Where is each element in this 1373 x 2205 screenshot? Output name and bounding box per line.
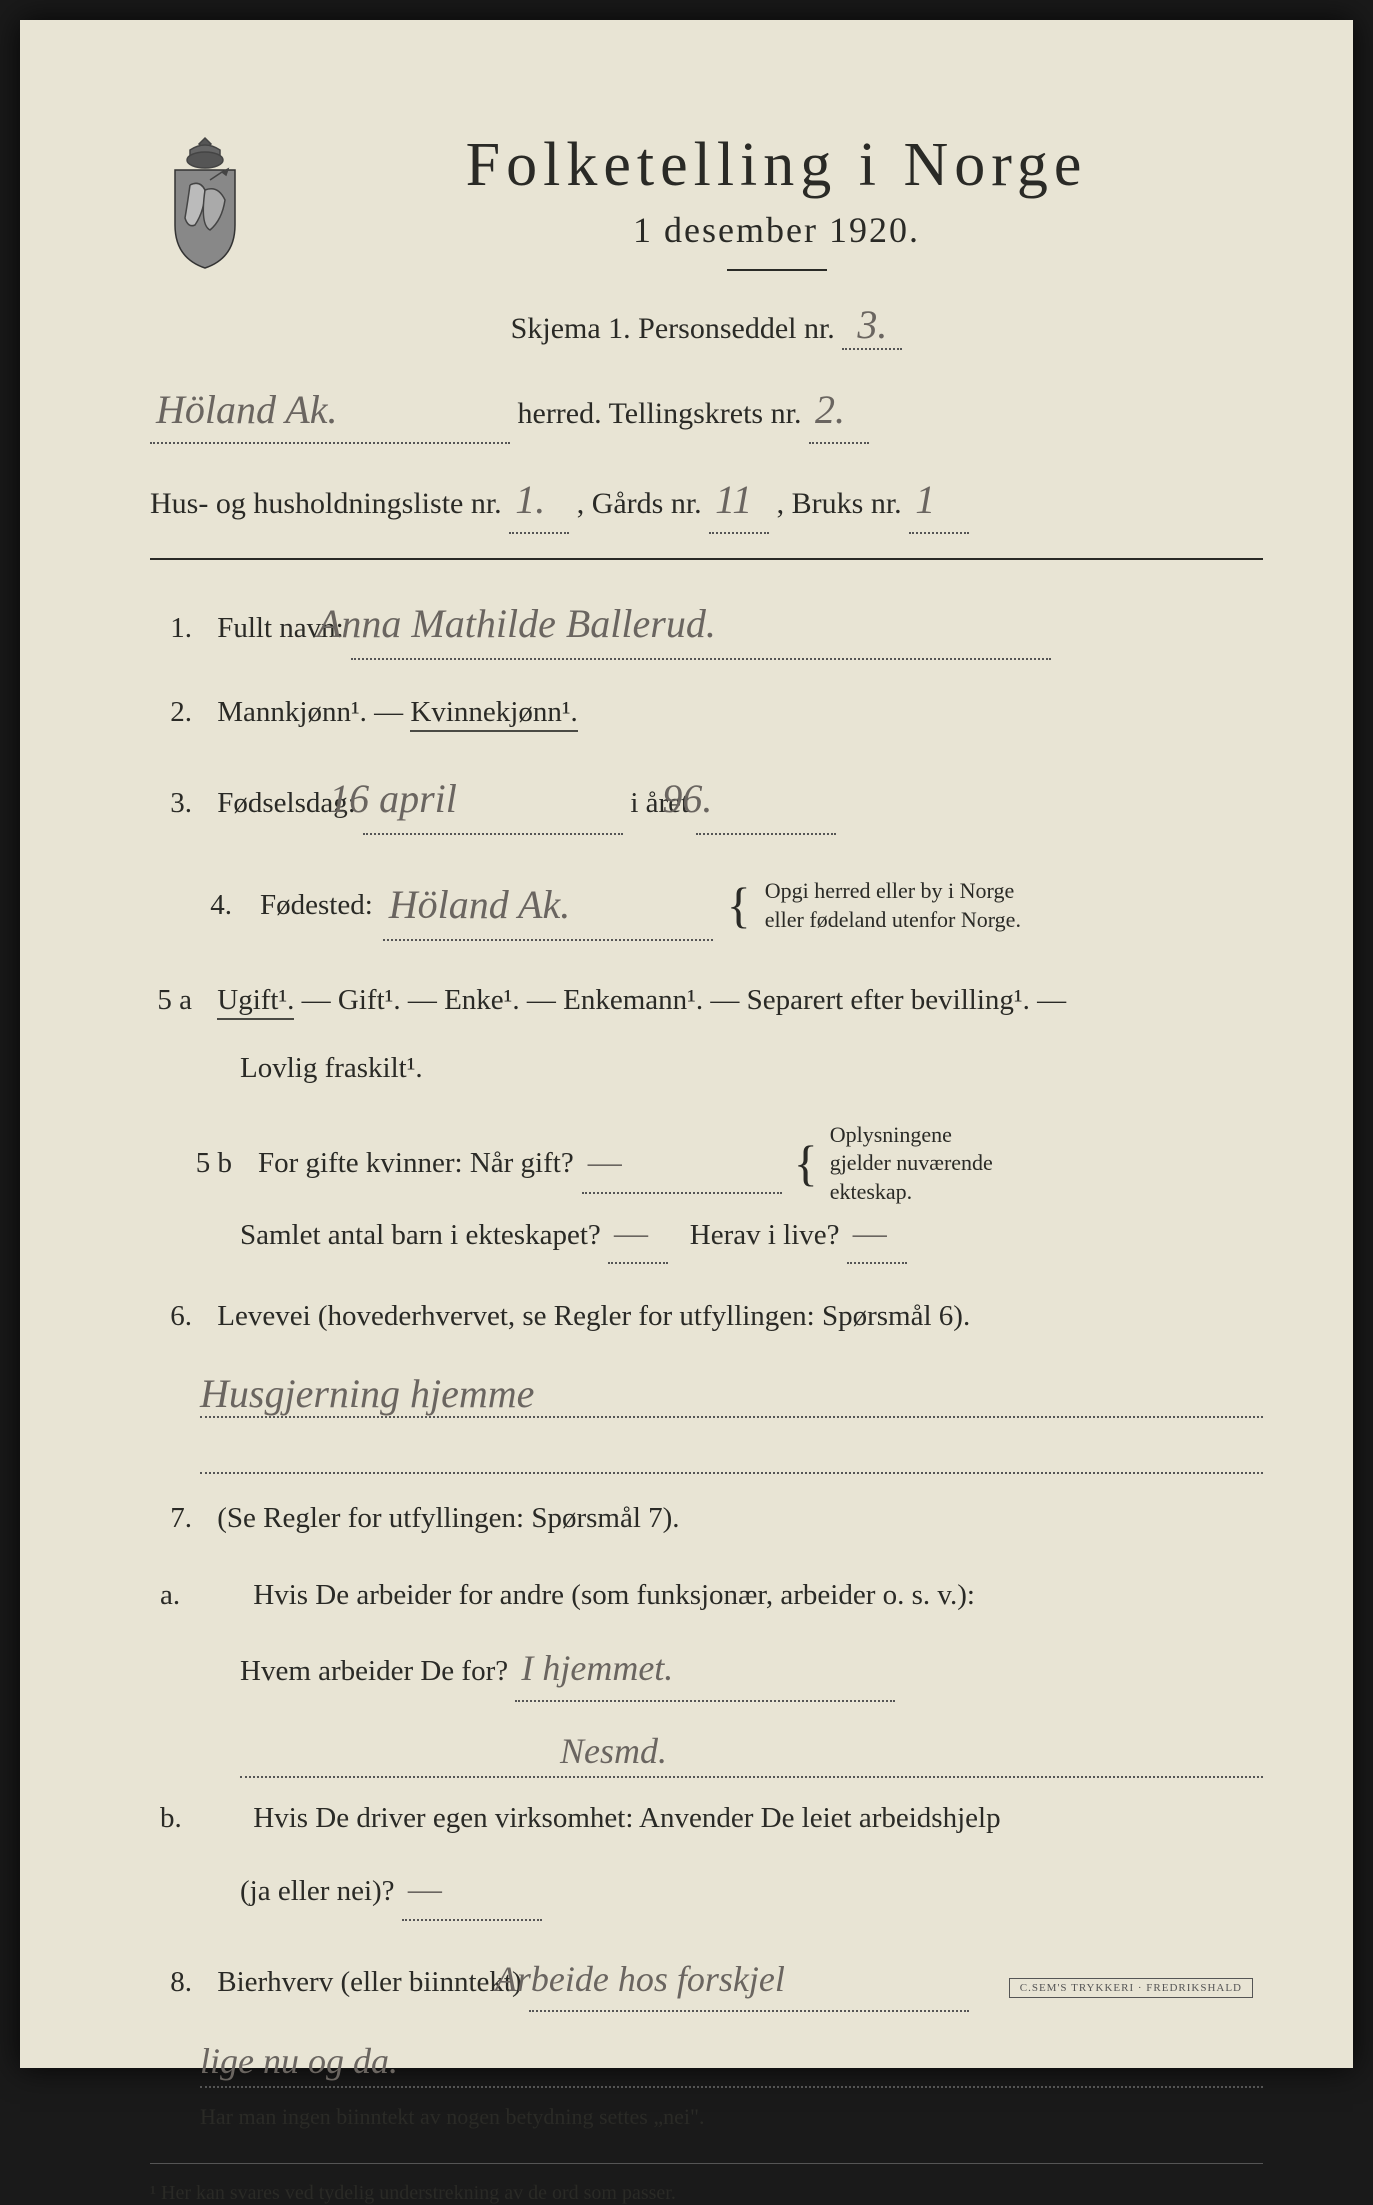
- q3-num: 3.: [150, 779, 192, 828]
- q5b-v2: —: [614, 1215, 648, 1252]
- q4-num: 4.: [190, 881, 232, 930]
- q7a-v1: I hjemmet.: [521, 1648, 673, 1688]
- q1: 1. Fullt navn: Anna Mathilde Ballerud.: [150, 590, 1263, 660]
- q5a-selected: Ugift¹.: [217, 984, 294, 1020]
- census-form-page: Folketelling i Norge 1 desember 1920. Sk…: [20, 20, 1353, 2068]
- q3: 3. Fødselsdag: 16 april i året 96.: [150, 765, 1263, 835]
- q4-note: Opgi herred eller by i Norge eller fødel…: [765, 877, 1021, 934]
- q7b-letter: b.: [200, 1794, 232, 1843]
- gard-nr: 11: [715, 477, 752, 522]
- q8-note-text: Har man ingen biinntekt av nogen betydni…: [200, 2104, 704, 2129]
- q7b: b. Hvis De driver egen virksomhet: Anven…: [150, 1794, 1263, 1843]
- personseddel-nr: 3.: [857, 302, 887, 347]
- q3-day: 16 april: [329, 776, 457, 821]
- q5b-note3: ekteskap.: [830, 1179, 912, 1204]
- q7a-v2: Nesmd.: [560, 1731, 667, 1771]
- q5b-note: Oplysningene gjelder nuværende ekteskap.: [830, 1121, 993, 1207]
- q6-blank-line: [200, 1426, 1263, 1474]
- q2-num: 2.: [150, 688, 192, 737]
- hus-label2: , Gårds nr.: [577, 487, 702, 520]
- q6-value-line: Husgjerning hjemme: [200, 1370, 1263, 1418]
- krets-nr: 2.: [815, 387, 845, 432]
- q5a-cont-text: Lovlig fraskilt¹.: [240, 1052, 423, 1084]
- q8-label: Bierhverv (eller biinntekt): [217, 1966, 521, 1998]
- q4-note2: eller fødeland utenfor Norge.: [765, 907, 1021, 932]
- q5b-v3: —: [853, 1215, 887, 1252]
- q5b-note2: gjelder nuværende: [830, 1150, 993, 1175]
- herred-row: Höland Ak. herred. Tellingskrets nr. 2.: [150, 378, 1263, 444]
- q5a-cont: Lovlig fraskilt¹.: [150, 1044, 1263, 1093]
- q6-value: Husgjerning hjemme: [200, 1371, 534, 1416]
- divider: [150, 558, 1263, 560]
- skjema-label: Skjema 1. Personseddel nr.: [511, 312, 835, 345]
- q4: 4. Fødested: Höland Ak. { Opgi herred el…: [150, 863, 1263, 948]
- liste-nr: 1.: [515, 477, 545, 522]
- subtitle: 1 desember 1920.: [290, 209, 1263, 251]
- q7b-label2: (ja eller nei)?: [240, 1875, 395, 1907]
- q7a-label2: Hvem arbeider De for?: [240, 1655, 508, 1687]
- q7b-label: Hvis De driver egen virksomhet: Anvender…: [253, 1802, 1000, 1834]
- q3-year: 96.: [662, 776, 712, 821]
- q1-value: Anna Mathilde Ballerud.: [317, 601, 716, 646]
- brace-icon: {: [794, 1121, 818, 1206]
- q5b-label1: For gifte kvinner: Når gift?: [258, 1139, 574, 1188]
- q1-num: 1.: [150, 604, 192, 653]
- header: Folketelling i Norge 1 desember 1920.: [150, 130, 1263, 291]
- q5b-label2: Samlet antal barn i ekteskapet?: [240, 1219, 601, 1251]
- q7a-line2: Hvem arbeider De for? I hjemmet.: [150, 1638, 1263, 1701]
- q4-note1: Opgi herred eller by i Norge: [765, 878, 1014, 903]
- q2: 2. Mannkjønn¹. — Kvinnekjønn¹.: [150, 688, 1263, 737]
- q5b-num: 5 b: [190, 1139, 232, 1188]
- q7a: a. Hvis De arbeider for andre (som funks…: [150, 1571, 1263, 1620]
- divider: [727, 269, 827, 271]
- q5b-note1: Oplysningene: [830, 1122, 952, 1147]
- q2-selected: Kvinnekjønn¹.: [410, 696, 577, 732]
- q7-label: (Se Regler for utfyllingen: Spørsmål 7).: [217, 1502, 679, 1534]
- title-block: Folketelling i Norge 1 desember 1920.: [290, 130, 1263, 291]
- footnote: ¹ Her kan svares ved tydelig understrekn…: [150, 2182, 1263, 2205]
- hus-label1: Hus- og husholdningsliste nr.: [150, 487, 502, 520]
- hus-label3: , Bruks nr.: [777, 487, 902, 520]
- skjema-row: Skjema 1. Personseddel nr. 3.: [150, 301, 1263, 350]
- q5a-num: 5 a: [150, 976, 192, 1025]
- q4-value: Höland Ak.: [389, 882, 570, 927]
- q6-num: 6.: [150, 1292, 192, 1341]
- herred-name: Höland Ak.: [156, 387, 337, 432]
- q7-num: 7.: [150, 1494, 192, 1543]
- q4-label: Fødested:: [260, 881, 373, 930]
- q5a: 5 a Ugift¹. — Gift¹. — Enke¹. — Enkemann…: [150, 976, 1263, 1025]
- q8-v1: Arbeide hos forskjel: [495, 1959, 785, 1999]
- q7a-label: Hvis De arbeider for andre (som funksjon…: [253, 1579, 975, 1611]
- q7b-line2: (ja eller nei)? —: [150, 1861, 1263, 1921]
- divider: [150, 2163, 1263, 2164]
- main-title: Folketelling i Norge: [290, 130, 1263, 201]
- q6: 6. Levevei (hovederhvervet, se Regler fo…: [150, 1292, 1263, 1341]
- q5a-rest: — Gift¹. — Enke¹. — Enkemann¹. — Separer…: [302, 984, 1066, 1016]
- printer-stamp: C.SEM'S TRYKKERI · FREDRIKSHALD: [1009, 1978, 1253, 1998]
- q7b-value: —: [408, 1871, 442, 1908]
- q7: 7. (Se Regler for utfyllingen: Spørsmål …: [150, 1494, 1263, 1543]
- q5b: 5 b For gifte kvinner: Når gift? — { Opl…: [150, 1121, 1263, 1207]
- q7a-line3: Nesmd.: [240, 1730, 1263, 1778]
- q6-label: Levevei (hovederhvervet, se Regler for u…: [217, 1300, 970, 1332]
- q5b-label3: Herav i live?: [690, 1219, 840, 1251]
- q8-num: 8.: [150, 1958, 192, 2007]
- bruk-nr: 1: [915, 477, 935, 522]
- brace-icon: {: [727, 863, 751, 948]
- q8-line2: lige nu og da.: [200, 2040, 1263, 2088]
- q8-note: Har man ingen biinntekt av nogen betydni…: [150, 2098, 1263, 2135]
- q8-v2: lige nu og da.: [200, 2041, 398, 2081]
- q5b-v1: —: [588, 1144, 622, 1181]
- coat-of-arms-icon: [150, 130, 260, 270]
- q5b-line2: Samlet antal barn i ekteskapet? — Herav …: [150, 1205, 1263, 1265]
- q7a-letter: a.: [200, 1571, 232, 1620]
- hus-row: Hus- og husholdningsliste nr. 1. , Gårds…: [150, 468, 1263, 534]
- herred-label: herred. Tellingskrets nr.: [518, 397, 802, 430]
- q2-label: Mannkjønn¹. —: [217, 696, 410, 728]
